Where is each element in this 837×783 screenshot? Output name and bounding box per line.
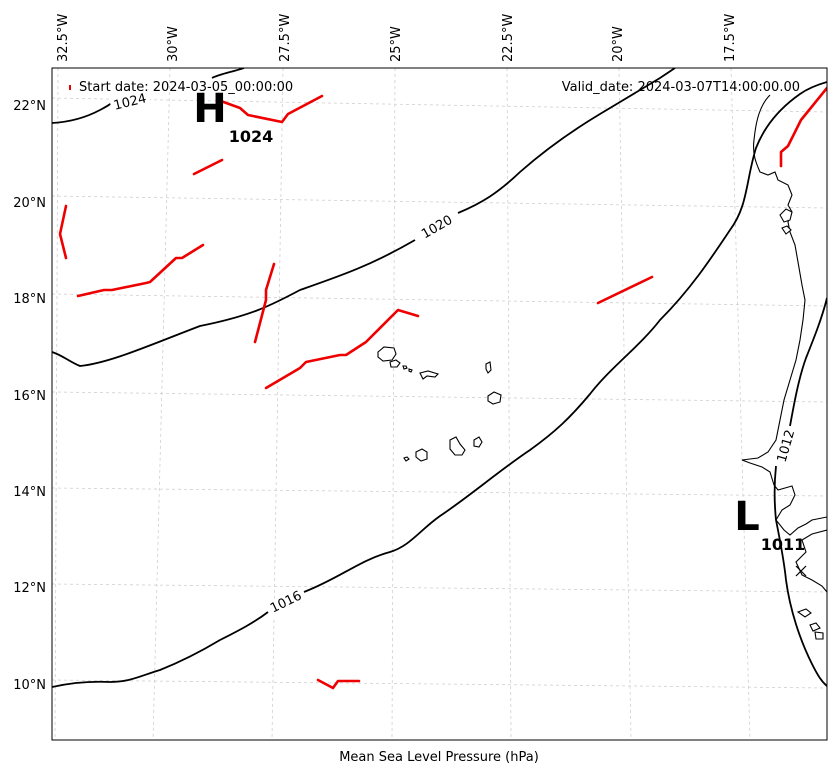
isobar-label-backing [772, 425, 801, 468]
graticule [52, 68, 827, 740]
island-santa-luzia [402, 365, 413, 373]
isobar-1016 [52, 81, 827, 688]
high-pressure-letter: H [193, 86, 226, 132]
island-sao-nicolau [419, 370, 440, 380]
lat-tick-label: 22°N [13, 99, 46, 114]
meridian-line [152, 68, 171, 740]
high-pressure-value: 1024 [229, 127, 274, 146]
island-fogo [415, 448, 428, 462]
low-pressure-letter: L [734, 494, 760, 540]
lon-tick-label: 32.5°W [56, 14, 71, 62]
front-segment [779, 86, 827, 168]
africa-coastline [741, 94, 827, 536]
front-segment [192, 158, 224, 176]
meridian-line [618, 68, 632, 740]
lat-tick-label: 18°N [13, 292, 46, 307]
start-date-legend-swatch [69, 85, 71, 90]
isobar-label-backing [416, 210, 459, 245]
isobar-label-backing [264, 586, 308, 619]
isobar-1020 [52, 68, 676, 367]
latitude-tick-labels: 22°N 20°N 18°N 16°N 14°N 12°N 10°N [13, 99, 46, 693]
high-pressure-system: H 1024 [193, 86, 273, 146]
front-segment [264, 308, 420, 390]
map-frame-background [52, 68, 827, 740]
lat-tick-label: 14°N [13, 485, 46, 500]
lat-tick-label: 10°N [13, 678, 46, 693]
meridian-line [391, 68, 396, 740]
island-sao-vicente [389, 359, 401, 368]
front-segment [76, 243, 205, 298]
lat-tick-label: 12°N [13, 581, 46, 596]
longitude-tick-labels: 32.5°W 30°W 27.5°W 25°W 22.5°W 20°W 17.5… [56, 14, 738, 62]
low-pressure-system: L 1011 [734, 494, 805, 554]
bijagos-islands [796, 608, 824, 640]
isobar-label-backing [109, 89, 152, 116]
map-xlabel: Mean Sea Level Pressure (hPa) [339, 750, 539, 765]
meridian-line [271, 68, 284, 740]
canary-island [779, 208, 793, 235]
island-santo-antao [377, 346, 397, 362]
meridian-line [506, 68, 512, 740]
lat-tick-label: 16°N [13, 389, 46, 404]
lon-tick-label: 27.5°W [278, 14, 293, 62]
island-boa-vista [487, 391, 502, 405]
meridian-line [54, 68, 59, 740]
lon-tick-label: 17.5°W [723, 14, 738, 62]
front-segment [316, 678, 361, 690]
island-sal [485, 361, 492, 374]
valid-date-label: Valid_date: 2024-03-07T14:00:00.00 [562, 80, 800, 95]
lon-tick-label: 30°W [166, 26, 181, 62]
front-segment [596, 275, 654, 305]
lat-tick-label: 20°N [13, 196, 46, 211]
island-brava [403, 456, 410, 462]
x-mark-icon [795, 565, 807, 577]
guinea-coastline [795, 529, 827, 593]
front-segment [58, 204, 68, 260]
low-pressure-value: 1011 [761, 535, 806, 554]
meridian-line [730, 68, 751, 740]
cape-verde-islands [377, 346, 502, 462]
lon-tick-label: 20°W [611, 26, 626, 62]
island-maio [473, 436, 483, 448]
island-santiago [449, 436, 466, 456]
lon-tick-label: 22.5°W [501, 14, 516, 62]
map-frame-border [51, 67, 828, 741]
isobar-1012 [773, 297, 827, 687]
lon-tick-label: 25°W [389, 26, 404, 62]
start-date-label: Start date: 2024-03-05_00:00:00 [79, 80, 293, 95]
front-segment [216, 94, 324, 124]
front-segment [253, 262, 276, 344]
isobar-1024-east [211, 68, 245, 79]
